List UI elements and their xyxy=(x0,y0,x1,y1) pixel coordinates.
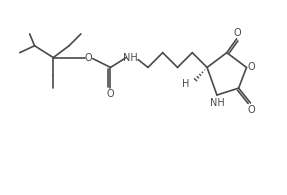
Text: NH: NH xyxy=(210,98,224,108)
Text: O: O xyxy=(85,53,93,63)
Text: NH: NH xyxy=(123,53,137,63)
Text: O: O xyxy=(248,62,255,72)
Text: H: H xyxy=(182,79,189,89)
Text: O: O xyxy=(107,89,114,99)
Text: O: O xyxy=(234,28,241,38)
Text: O: O xyxy=(248,105,255,115)
